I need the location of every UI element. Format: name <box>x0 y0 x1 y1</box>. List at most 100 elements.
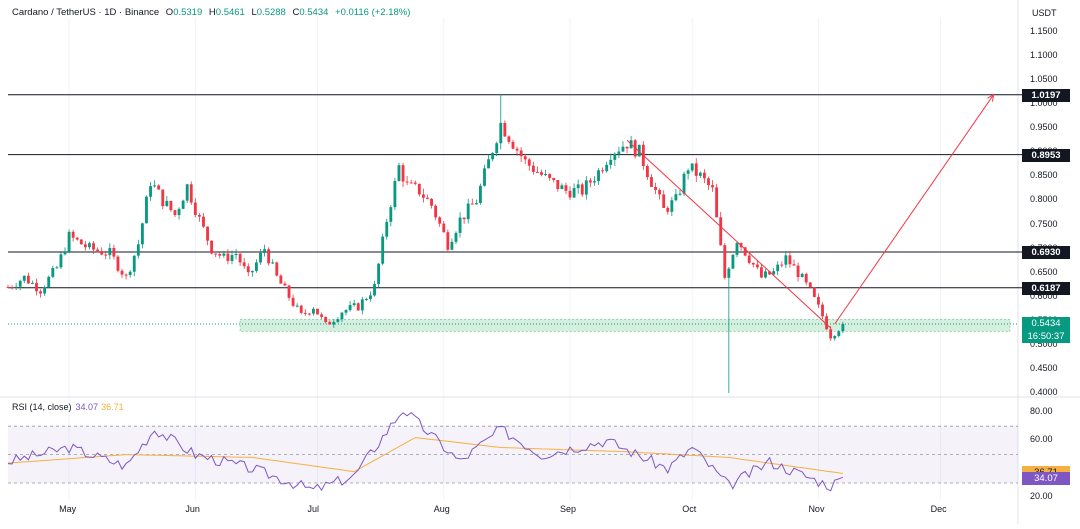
candle-body <box>161 189 165 207</box>
candle-body <box>735 243 739 255</box>
candle <box>75 237 79 241</box>
candle-body <box>360 299 364 311</box>
candle <box>731 253 735 270</box>
candle <box>389 204 393 227</box>
candle-body <box>128 271 132 275</box>
candle-body <box>31 282 34 284</box>
candle <box>104 250 108 260</box>
candle-body <box>544 174 548 176</box>
candle <box>401 162 405 188</box>
candle <box>527 157 531 171</box>
candle-body <box>536 171 539 173</box>
candle-body <box>320 314 324 317</box>
candle <box>226 249 230 265</box>
candle-body <box>405 181 409 183</box>
candle-body <box>316 308 319 315</box>
candle-body <box>108 247 112 256</box>
rsi-header[interactable]: RSI (14, close) 34.07 36.71 <box>12 402 124 412</box>
candle-body <box>234 253 238 256</box>
candle <box>263 244 266 257</box>
candle <box>674 188 678 202</box>
price-tick: 1.0500 <box>1030 74 1058 85</box>
candle <box>210 240 214 255</box>
candle <box>275 261 279 277</box>
projection-arrow <box>834 94 994 325</box>
candle <box>71 229 75 242</box>
candle-body <box>564 185 568 191</box>
candle-body <box>116 256 120 271</box>
price-tick: 1.0000 <box>1030 98 1058 109</box>
currency-unit[interactable]: USDT <box>1032 8 1057 18</box>
candle-body <box>723 245 727 278</box>
candle-body <box>780 264 784 266</box>
candle <box>702 169 706 184</box>
candle <box>397 162 401 182</box>
candle-body <box>401 165 405 182</box>
candle <box>466 198 470 224</box>
candle <box>682 171 686 197</box>
close-value: 0.5434 <box>299 7 329 18</box>
candle <box>796 262 800 282</box>
candle <box>483 164 486 187</box>
candle-body <box>124 274 128 276</box>
candle-body <box>552 177 556 181</box>
candle <box>230 250 234 265</box>
candle <box>43 285 47 296</box>
candle-body <box>817 296 820 305</box>
candle-body <box>768 271 771 275</box>
candle-body <box>747 255 751 263</box>
candle-body <box>303 312 307 314</box>
candle-body <box>417 183 421 195</box>
candle-body <box>88 243 91 248</box>
arrow-head <box>987 93 995 102</box>
candle <box>454 231 458 245</box>
candle <box>617 146 621 158</box>
candle <box>145 195 148 224</box>
candle-body <box>51 267 55 277</box>
candle-body <box>755 264 759 268</box>
candle <box>625 146 629 154</box>
candle <box>829 326 833 341</box>
candle-body <box>621 146 625 152</box>
candle-body <box>307 313 311 315</box>
candle-body <box>242 262 246 267</box>
candle-body <box>373 284 376 296</box>
candle-body <box>645 166 649 178</box>
candle <box>540 169 543 177</box>
candle <box>495 141 499 157</box>
candle-body <box>426 197 429 199</box>
candle <box>348 301 352 312</box>
candle-body <box>6 287 10 289</box>
candle-body <box>340 312 344 320</box>
candle <box>503 120 507 137</box>
candle <box>202 213 205 229</box>
price-tick: 0.8500 <box>1030 170 1058 181</box>
candle <box>613 152 617 166</box>
change-value: +0.0116 (+2.18%) <box>335 7 411 18</box>
last-price-tag: 0.5434 16:50:37 <box>1022 316 1070 343</box>
candle-body <box>324 316 328 322</box>
candle-body <box>808 282 812 288</box>
candle-body <box>511 141 515 149</box>
rsi-header-ma: 36.71 <box>101 402 124 412</box>
candle-body <box>238 253 242 263</box>
candle <box>67 229 71 254</box>
candle-body <box>760 267 763 278</box>
candle <box>548 173 552 181</box>
candle-body <box>165 200 169 207</box>
candle <box>593 176 596 186</box>
month-tick: Oct <box>682 504 697 514</box>
candle <box>707 176 710 191</box>
candle <box>369 291 372 302</box>
candle-body <box>169 200 173 211</box>
candle <box>161 189 165 210</box>
candle <box>556 180 560 192</box>
candle-body <box>540 172 543 175</box>
candle <box>124 273 128 280</box>
candle-body <box>446 232 450 250</box>
candle-body <box>690 163 694 171</box>
candle-countdown: 16:50:37 <box>1027 330 1065 342</box>
candle <box>588 178 592 188</box>
